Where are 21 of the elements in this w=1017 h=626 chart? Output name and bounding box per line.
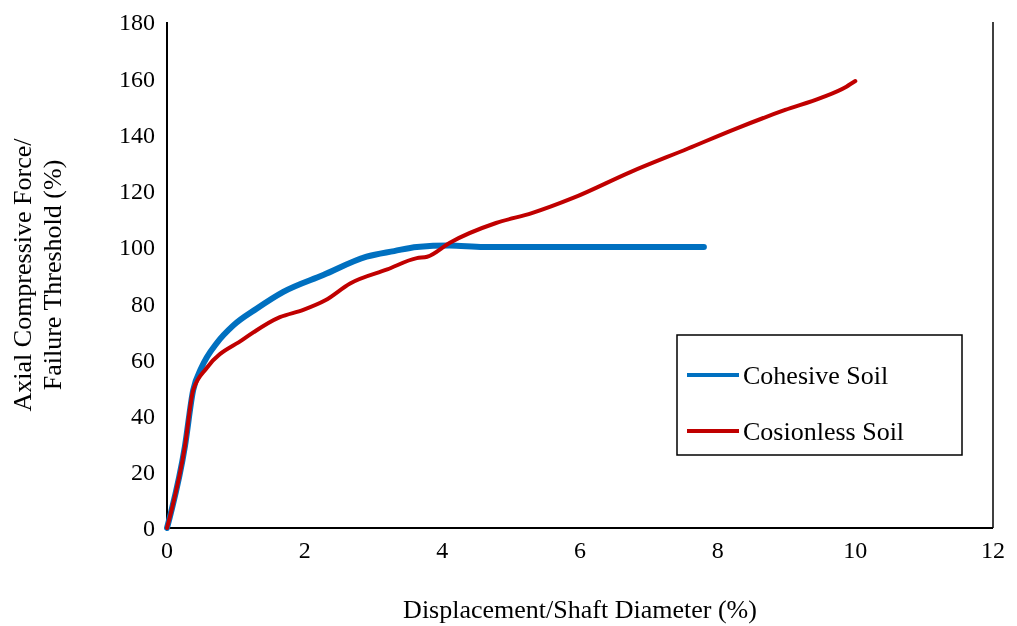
- y-tick-label: 20: [131, 459, 155, 486]
- x-tick-label: 12: [981, 537, 1005, 563]
- x-tick-label: 8: [711, 537, 724, 563]
- x-tick-label: 10: [843, 537, 868, 563]
- x-tick-label: 0: [161, 537, 173, 563]
- y-tick-label: 160: [119, 65, 155, 92]
- x-tick-label: 4: [436, 537, 449, 563]
- x-tick-label: 2: [298, 537, 311, 563]
- y-tick-label: 80: [131, 290, 155, 317]
- y-tick-label: 60: [131, 346, 155, 373]
- legend-label: Cohesive Soil: [743, 361, 889, 391]
- x-axis-title: Displacement/Shaft Diameter (%): [403, 595, 757, 624]
- x-tick-label: 6: [574, 537, 586, 563]
- y-axis-title: Axial Compressive Force/Failure Threshold (%): [8, 137, 67, 412]
- y-tick-label: 0: [143, 515, 155, 542]
- y-tick-label: 100: [119, 234, 155, 261]
- y-tick-label: 40: [131, 402, 155, 429]
- y-tick-label: 120: [119, 178, 155, 205]
- y-tick-label: 140: [119, 121, 155, 148]
- y-tick-label: 180: [119, 9, 155, 36]
- legend-label: Cosionless Soil: [743, 417, 905, 447]
